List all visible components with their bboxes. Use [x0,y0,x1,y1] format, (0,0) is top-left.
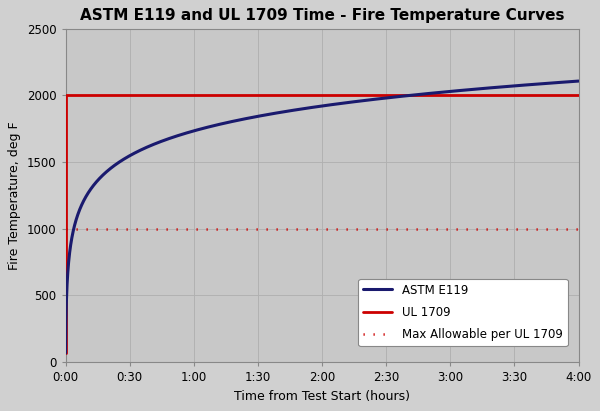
Line: UL 1709: UL 1709 [65,95,578,353]
UL 1709 [62,93,69,98]
UL 1709 [73,93,80,98]
Legend: ASTM E119, UL 1709, Max Allowable per UL 1709: ASTM E119, UL 1709, Max Allowable per UL… [358,279,568,346]
UL 1709 [62,351,69,356]
ASTM E119 [565,79,572,84]
ASTM E119 [121,157,128,162]
X-axis label: Time from Test Start (hours): Time from Test Start (hours) [234,390,410,403]
ASTM E119 [509,83,517,88]
Line: ASTM E119: ASTM E119 [65,81,578,353]
ASTM E119 [62,351,69,356]
ASTM E119 [259,113,266,118]
ASTM E119 [575,79,582,83]
ASTM E119 [281,109,288,114]
Y-axis label: Fire Temperature, deg F: Fire Temperature, deg F [8,121,22,270]
ASTM E119 [151,141,158,146]
Title: ASTM E119 and UL 1709 Time - Fire Temperature Curves: ASTM E119 and UL 1709 Time - Fire Temper… [80,8,564,23]
UL 1709 [575,93,582,98]
